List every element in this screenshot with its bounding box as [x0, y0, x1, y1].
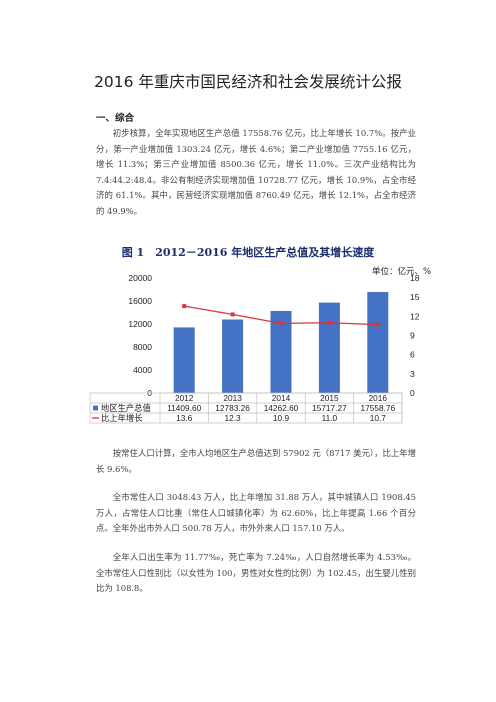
growth-point: [327, 320, 332, 325]
y-right-tick-label: 6: [410, 350, 415, 360]
chart-title: 图 1 2012－2016 年地区生产总值及其增长速度: [121, 246, 375, 259]
growth-point: [230, 312, 235, 317]
data-label: 11409.60: [167, 403, 201, 413]
y-left-tick-label: 4000: [133, 365, 152, 375]
legend-label: 比上年增长: [101, 413, 143, 423]
growth-point: [182, 304, 187, 309]
y-right-tick-label: 12: [410, 311, 420, 321]
x-tick-label: 2013: [223, 393, 242, 403]
section-heading-overview: 一、综合: [96, 113, 135, 124]
x-tick-label: 2012: [175, 393, 194, 403]
legend-label: 地区生产总值: [101, 403, 151, 413]
bar-gdp: [318, 302, 340, 393]
y-left-tick-label: 16000: [128, 296, 152, 306]
growth-point: [375, 322, 380, 327]
y-left-tick-label: 8000: [133, 342, 152, 352]
y-right-tick-label: 15: [410, 292, 420, 302]
document-title: 2016 年重庆市国民经济和社会发展统计公报: [94, 73, 402, 91]
x-tick-label: 2016: [369, 393, 388, 403]
legend-swatch-gdp: [93, 405, 98, 411]
paragraph-population: 全市常住人口 3048.43 万人，比上年增加 31.88 万人，其中城镇人口 …: [96, 492, 416, 534]
paragraph-gdp: 初步核算，全年实现地区生产总值 17558.76 亿元，比上年增长 10.7%。…: [96, 128, 416, 216]
data-label: 14262.60: [264, 403, 299, 413]
growth-point: [279, 321, 283, 326]
data-label: 13.6: [176, 413, 193, 423]
paragraph-birth-rate: 全年人口出生率为 11.77‰，死亡率为 7.24‰，人口自然增长率为 4.53…: [96, 552, 416, 594]
paragraph-per-capita: 按常住人口计算，全市人均地区生产总值达到 57902 元（8717 美元），比上…: [96, 448, 416, 474]
y-left-tick-label: 20000: [128, 273, 152, 283]
data-label: 11.0: [322, 413, 338, 423]
data-label: 12783.26: [215, 403, 250, 413]
bar-gdp: [367, 292, 389, 393]
bar-gdp: [222, 319, 244, 393]
y-right-tick-label: 18: [410, 273, 420, 283]
y-right-tick-label: 9: [410, 331, 415, 341]
y-right-tick-label: 0: [410, 388, 415, 398]
data-label: 10.9: [273, 413, 290, 423]
bar-gdp: [270, 310, 292, 393]
data-label: 10.7: [370, 413, 387, 423]
data-label: 15717.27: [312, 403, 347, 413]
bar-gdp: [173, 327, 195, 393]
data-label: 12.3: [225, 413, 242, 423]
y-left-tick-label: 12000: [128, 319, 152, 329]
chart-unit-label: 单位：亿元、%: [372, 267, 432, 277]
x-tick-label: 2014: [272, 393, 291, 403]
data-label: 17558.76: [360, 403, 395, 413]
x-tick-label: 2015: [320, 393, 339, 403]
y-right-tick-label: 3: [410, 369, 415, 379]
